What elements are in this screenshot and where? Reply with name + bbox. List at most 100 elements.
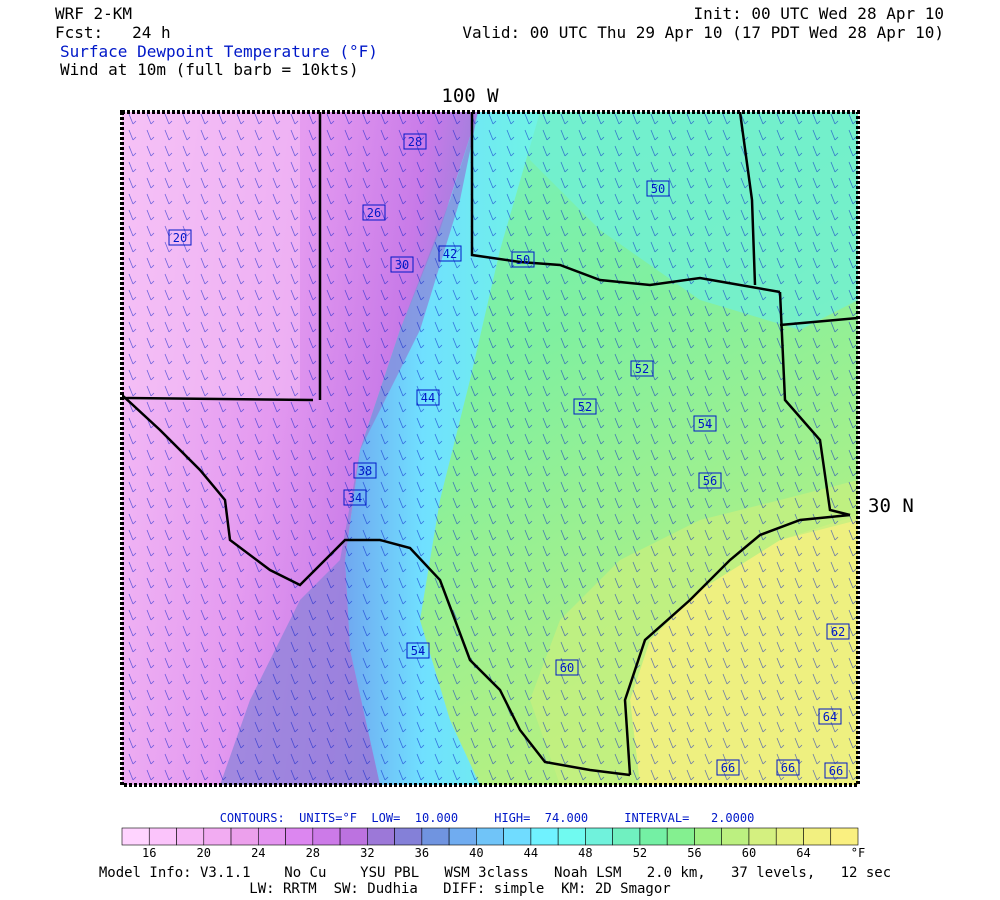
colorbar-label: 60	[742, 846, 756, 860]
contour-label: 66	[781, 761, 795, 775]
contour-label: 52	[635, 362, 649, 376]
colorbar-label: 20	[197, 846, 211, 860]
contour-label: 60	[560, 661, 574, 675]
valid-time: Valid: 00 UTC Thu 29 Apr 10 (17 PDT Wed …	[462, 23, 944, 42]
colorbar-label: 56	[687, 846, 701, 860]
colorbar-swatch	[448, 827, 477, 846]
colorbar-swatch	[476, 827, 504, 846]
map-frame	[120, 110, 860, 787]
physics-info: LW: RRTM SW: Dudhia DIFF: simple KM: 2D …	[249, 881, 670, 897]
colorbar-swatch	[312, 827, 341, 846]
contour-label: 50	[516, 253, 530, 267]
contour-label: 30	[395, 258, 409, 272]
contour-label-box	[390, 256, 414, 273]
wind-barbs	[122, 112, 858, 785]
colorbar-swatch	[830, 827, 859, 846]
contour-info: CONTOURS: UNITS=°F LOW= 10.000 HIGH= 74.…	[220, 811, 755, 825]
colorbar-swatch	[694, 827, 723, 846]
contour-label-box	[406, 642, 430, 659]
contour-label-box	[646, 180, 670, 197]
contour-label-box	[438, 245, 462, 262]
colorbar-swatch	[203, 827, 232, 846]
colorbar: 16 20 24 28 32 36 40 44 48 52 56 60 64	[121, 827, 859, 860]
longitude-label: 100 W	[441, 85, 499, 107]
border	[122, 396, 314, 402]
contour-label-box	[698, 472, 722, 489]
contour-label: 64	[823, 710, 837, 724]
colorbar-swatch	[803, 827, 832, 846]
contour-label-box	[818, 708, 842, 725]
contour-label-box	[630, 360, 654, 377]
colorbar-label: 32	[360, 846, 374, 860]
colorbar-label: 48	[578, 846, 592, 860]
contour-labels: 28 26 20 30 42 50 50 44 52 52 54 56 38 34 54 60 62 64 66 66…	[168, 133, 850, 779]
colorbar-label: 52	[633, 846, 647, 860]
contour-label: 28	[408, 135, 422, 149]
contour-label-box	[776, 759, 800, 776]
contour-label: 52	[578, 400, 592, 414]
colorbar-swatch	[557, 827, 586, 846]
colorbar-swatch	[394, 827, 423, 846]
model-info: Model Info: V3.1.1 No Cu YSU PBL WSM 3cl…	[99, 865, 891, 881]
field-title: Surface Dewpoint Temperature (°F)	[60, 42, 378, 61]
contour-label-box	[573, 398, 597, 415]
contour-label-box	[403, 133, 427, 150]
colorbar-swatch	[421, 827, 450, 846]
contour-label: 62	[831, 625, 845, 639]
contour-label: 26	[367, 206, 381, 220]
colorbar-swatch	[530, 827, 559, 846]
colorbar-unit: °F	[851, 846, 865, 860]
colorbar-swatch	[367, 827, 395, 846]
coastline	[623, 513, 851, 776]
colorbar-swatch	[176, 827, 205, 846]
colorbar-swatch	[230, 827, 259, 846]
colorbar-label: 44	[524, 846, 538, 860]
contour-label: 54	[411, 644, 425, 658]
latitude-label: 30 N	[868, 495, 914, 517]
contour-label-box	[716, 759, 740, 776]
colorbar-label: 64	[796, 846, 810, 860]
contour-label-box	[353, 462, 377, 479]
colorbar-label: 24	[251, 846, 265, 860]
colorbar-swatch	[748, 827, 777, 846]
contour-label: 38	[358, 464, 372, 478]
border	[779, 316, 858, 327]
contour-label-box	[511, 251, 535, 268]
map-field	[122, 112, 858, 785]
model-title: WRF 2-KM	[55, 4, 132, 23]
colorbar-label: 16	[142, 846, 156, 860]
border	[738, 112, 757, 286]
colorbar-swatch	[339, 827, 368, 846]
init-time: Init: 00 UTC Wed 28 Apr 10	[694, 4, 944, 23]
colorbar-swatch	[148, 827, 177, 846]
border	[122, 394, 631, 777]
border	[778, 291, 851, 517]
contour-label: 66	[829, 764, 843, 778]
contour-label-box	[555, 659, 579, 676]
contour-label: 66	[721, 761, 735, 775]
colorbar-swatch	[585, 827, 613, 846]
colorbar-swatch	[775, 827, 804, 846]
forecast-hour: Fcst: 24 h	[55, 23, 171, 42]
state-borders	[122, 112, 858, 777]
colorbar-swatch	[721, 827, 750, 846]
contour-label: 34	[348, 491, 362, 505]
contour-label: 50	[651, 182, 665, 196]
contour-label-box	[168, 229, 192, 246]
wind-subtitle: Wind at 10m (full barb = 10kts)	[60, 60, 359, 79]
colorbar-swatch	[257, 827, 286, 846]
contour-label: 20	[173, 231, 187, 245]
colorbar-swatch	[285, 827, 314, 846]
contour-label-box	[416, 389, 440, 406]
colorbar-swatch	[666, 827, 695, 846]
colorbar-label: 40	[469, 846, 483, 860]
contour-label: 56	[703, 474, 717, 488]
colorbar-label: 28	[306, 846, 320, 860]
colorbar-swatch	[639, 827, 668, 846]
colorbar-swatch	[121, 827, 150, 846]
colorbar-label: 36	[415, 846, 429, 860]
contour-label: 44	[421, 391, 435, 405]
contour-label-box	[343, 489, 367, 506]
colorbar-swatch	[503, 827, 532, 846]
